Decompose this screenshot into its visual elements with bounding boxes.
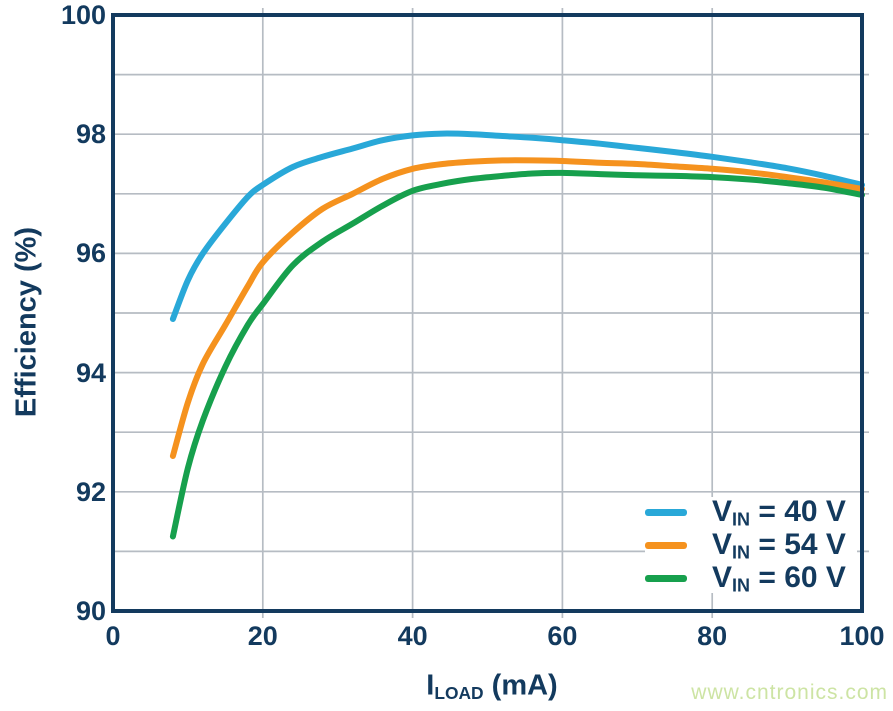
- legend-label-vin-60: VIN = 60 V: [712, 561, 846, 596]
- y-tick-label-96: 96: [75, 238, 106, 269]
- y-tick-label-100: 100: [60, 0, 106, 30]
- watermark: www.cntronics.com: [691, 681, 888, 704]
- legend: VIN = 40 V VIN = 54 V VIN = 60 V: [645, 495, 857, 596]
- legend-symbol: V: [712, 528, 733, 561]
- plot-frame: [111, 13, 864, 613]
- x-axis-title-symbol: I: [426, 669, 435, 702]
- x-tick-label-100: 100: [839, 621, 885, 651]
- legend-symbol: V: [712, 561, 733, 594]
- legend-symbol: V: [712, 495, 733, 528]
- legend-value: = 54 V: [750, 528, 846, 561]
- legend-value: = 60 V: [750, 561, 846, 594]
- legend-subscript: IN: [732, 509, 751, 530]
- y-tick-label-92: 92: [75, 476, 106, 507]
- x-axis-title-subscript: LOAD: [434, 682, 484, 703]
- series-line-vin-40-v: [169, 130, 865, 322]
- legend-subscript: IN: [732, 542, 751, 563]
- x-axis-title: ILOAD (mA): [426, 670, 557, 703]
- x-tick-label-40: 40: [397, 621, 428, 651]
- legend-item-vin-40: VIN = 40 V: [645, 495, 857, 530]
- legend-label-vin-54: VIN = 54 V: [712, 528, 846, 563]
- y-axis-title: Efficiency (%): [10, 226, 43, 418]
- y-tick-label-90: 90: [75, 596, 106, 626]
- legend-subscript: IN: [732, 575, 751, 596]
- x-tick-label-0: 0: [105, 621, 121, 651]
- legend-item-vin-54: VIN = 54 V: [645, 528, 857, 563]
- legend-swatch-vin-60: [645, 574, 687, 582]
- x-tick-label-80: 80: [697, 621, 728, 651]
- legend-value: = 40 V: [750, 495, 846, 528]
- x-tick-label-60: 60: [547, 621, 578, 651]
- legend-swatch-vin-54: [645, 541, 687, 549]
- legend-item-vin-60: VIN = 60 V: [645, 561, 857, 596]
- legend-swatch-vin-40: [645, 508, 687, 516]
- legend-label-vin-40: VIN = 40 V: [712, 495, 846, 530]
- y-tick-label-94: 94: [75, 357, 106, 388]
- x-tick-label-20: 20: [247, 621, 278, 651]
- x-axis-title-unit: (mA): [483, 669, 558, 702]
- series-line-vin-60-v: [169, 169, 865, 540]
- y-tick-label-98: 98: [75, 119, 106, 150]
- series-line-vin-54-v: [169, 157, 865, 459]
